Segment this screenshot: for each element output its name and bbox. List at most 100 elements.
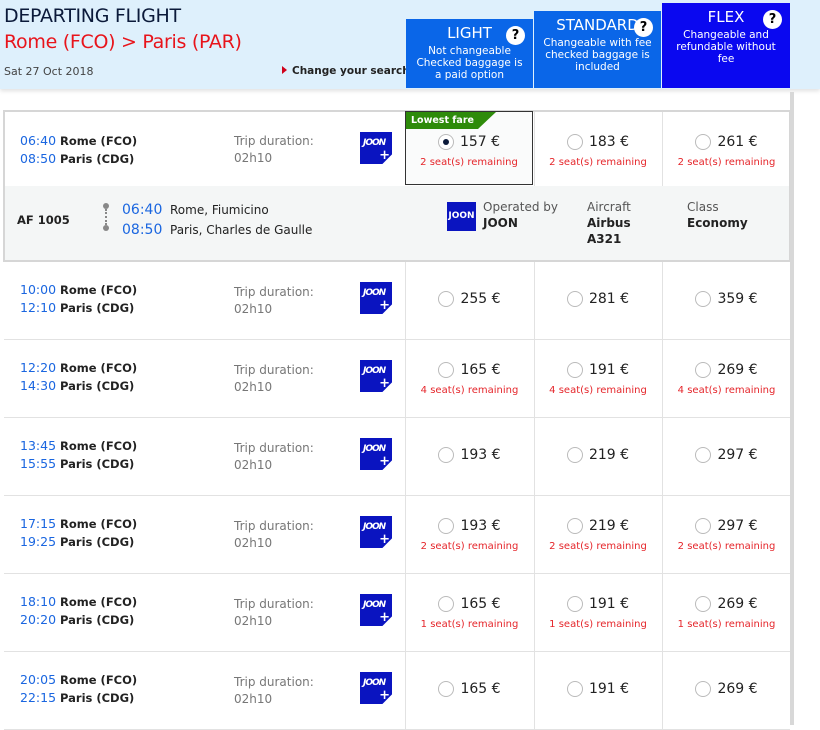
trip-duration-label: Trip duration: (234, 134, 314, 148)
fare-option-light[interactable]: 165 € (405, 652, 533, 730)
fare-option-flex[interactable]: 297 € 2 seat(s) remaining (662, 496, 790, 574)
fare-option-flex[interactable]: 297 € (662, 418, 790, 496)
help-icon[interactable]: ? (506, 26, 525, 45)
fare-radio[interactable] (438, 362, 455, 378)
arr-time: 08:50 (20, 151, 57, 166)
fare-radio[interactable] (566, 681, 583, 697)
joon-plus-logo: JOON + (360, 438, 392, 470)
joon-plus-logo: JOON + (360, 672, 392, 704)
fare-radio[interactable] (566, 134, 583, 150)
joon-plus-logo: JOON + (360, 360, 392, 392)
fare-radio[interactable] (566, 596, 583, 612)
joon-plus-logo: JOON + (360, 594, 392, 626)
arr-place: Paris (CDG) (60, 457, 135, 471)
fare-option-light[interactable]: 165 € 1 seat(s) remaining (405, 574, 533, 652)
flight-row: 18:10 Rome (FCO) 20:20 Paris (CDG) Trip … (4, 574, 790, 652)
fare-name: LIGHT (447, 24, 492, 42)
flight-times: 20:05 Rome (FCO) 22:15 Paris (CDG) (20, 671, 137, 707)
dep-place: Rome (FCO) (60, 361, 138, 375)
fare-price: 297 € (717, 518, 758, 534)
fare-radio[interactable] (438, 518, 455, 534)
fare-radio[interactable] (438, 447, 455, 463)
fare-option-light[interactable]: 255 € (405, 262, 533, 340)
fare-radio[interactable] (695, 362, 712, 378)
fare-radio[interactable] (566, 362, 583, 378)
fare-option-standard[interactable]: 191 € 4 seat(s) remaining (533, 340, 662, 418)
flight-row: 12:20 Rome (FCO) 14:30 Paris (CDG) Trip … (4, 340, 790, 418)
fare-radio[interactable] (566, 518, 583, 534)
help-icon[interactable]: ? (763, 10, 782, 29)
trip-duration-label: Trip duration: (234, 597, 314, 611)
fare-radio[interactable] (566, 447, 583, 463)
seats-remaining: 2 seat(s) remaining (420, 157, 518, 168)
fare-option-standard[interactable]: 219 € 2 seat(s) remaining (533, 496, 662, 574)
fare-price: 165 € (460, 362, 501, 378)
fare-price: 297 € (717, 447, 758, 463)
seats-remaining: 2 seat(s) remaining (420, 541, 519, 552)
fare-name: FLEX (707, 8, 745, 26)
fare-radio[interactable] (695, 596, 712, 612)
fare-option-standard[interactable]: 281 € (533, 262, 662, 340)
fare-option-light[interactable]: Lowest fare 157 € 2 seat(s) remaining (405, 111, 533, 185)
trip-duration-label: Trip duration: (234, 363, 314, 377)
scrollbar[interactable] (790, 92, 794, 725)
fare-radio[interactable] (695, 291, 712, 307)
fare-price: 269 € (717, 596, 758, 612)
fare-price: 359 € (717, 291, 758, 307)
help-icon[interactable]: ? (634, 18, 653, 37)
fare-price: 157 € (459, 134, 501, 150)
fare-header-standard: STANDARD ? Changeable with fee checked b… (534, 11, 661, 88)
fare-option-standard[interactable]: 183 € 2 seat(s) remaining (533, 112, 662, 186)
travel-date: Sat 27 Oct 2018 (4, 65, 94, 78)
dep-time: 20:05 (20, 672, 57, 687)
dep-place: Rome (FCO) (60, 517, 138, 531)
fare-price: 193 € (460, 447, 501, 463)
fare-option-flex[interactable]: 269 € 1 seat(s) remaining (662, 574, 790, 652)
dep-time: 13:45 (20, 438, 57, 453)
route-timeline-icon (103, 203, 109, 231)
dep-time: 17:15 (20, 516, 57, 531)
arr-place: Paris (CDG) (60, 691, 135, 705)
dep-time: 06:40 (20, 133, 57, 148)
fare-option-flex[interactable]: 261 € 2 seat(s) remaining (662, 112, 790, 186)
fare-name: STANDARD (556, 16, 639, 34)
flight-row: 20:05 Rome (FCO) 22:15 Paris (CDG) Trip … (4, 652, 790, 730)
arr-place: Paris (CDG) (60, 613, 135, 627)
fare-description: Changeable with fee checked baggage is i… (543, 37, 652, 73)
flight-details: AF 1005 06:40 Rome, Fiumicino 08:50 Pari… (5, 186, 789, 260)
fare-price: 269 € (717, 362, 758, 378)
fare-radio[interactable] (438, 596, 455, 612)
fare-radio[interactable] (438, 291, 455, 307)
fare-option-standard[interactable]: 191 € 1 seat(s) remaining (533, 574, 662, 652)
change-search-link[interactable]: Change your search (282, 65, 410, 77)
fare-radio[interactable] (695, 134, 712, 150)
fare-option-flex[interactable]: 269 € (662, 652, 790, 730)
fare-radio[interactable] (695, 681, 712, 697)
fare-radio[interactable] (437, 134, 454, 150)
dep-place: Rome (FCO) (60, 673, 138, 687)
fare-radio[interactable] (695, 518, 712, 534)
fare-radio[interactable] (566, 291, 583, 307)
arr-place: Paris (CDG) (60, 301, 135, 315)
flight-times: 06:40 Rome (FCO) 08:50 Paris (CDG) (20, 132, 137, 168)
fare-option-flex[interactable]: 269 € 4 seat(s) remaining (662, 340, 790, 418)
fare-option-light[interactable]: 193 € (405, 418, 533, 496)
trip-duration: 02h10 (234, 692, 273, 706)
fare-option-light[interactable]: 193 € 2 seat(s) remaining (405, 496, 533, 574)
seats-remaining: 2 seat(s) remaining (677, 541, 776, 552)
fare-option-flex[interactable]: 359 € (662, 262, 790, 340)
arr-place: Paris (CDG) (60, 379, 135, 393)
fare-radio[interactable] (695, 447, 712, 463)
trip-duration: 02h10 (234, 302, 273, 316)
fare-price: 269 € (717, 681, 758, 697)
arr-time: 12:10 (20, 300, 57, 315)
trip-duration: 02h10 (234, 614, 273, 628)
fare-radio[interactable] (438, 681, 455, 697)
trip-duration: 02h10 (234, 380, 273, 394)
fare-price: 219 € (588, 447, 630, 463)
fare-option-standard[interactable]: 191 € (533, 652, 662, 730)
fare-header-flex: FLEX ? Changeable and refundable without… (662, 3, 790, 88)
fare-option-standard[interactable]: 219 € (533, 418, 662, 496)
flight-row: 06:40 Rome (FCO) 08:50 Paris (CDG) Trip … (4, 111, 790, 186)
fare-option-light[interactable]: 165 € 4 seat(s) remaining (405, 340, 533, 418)
